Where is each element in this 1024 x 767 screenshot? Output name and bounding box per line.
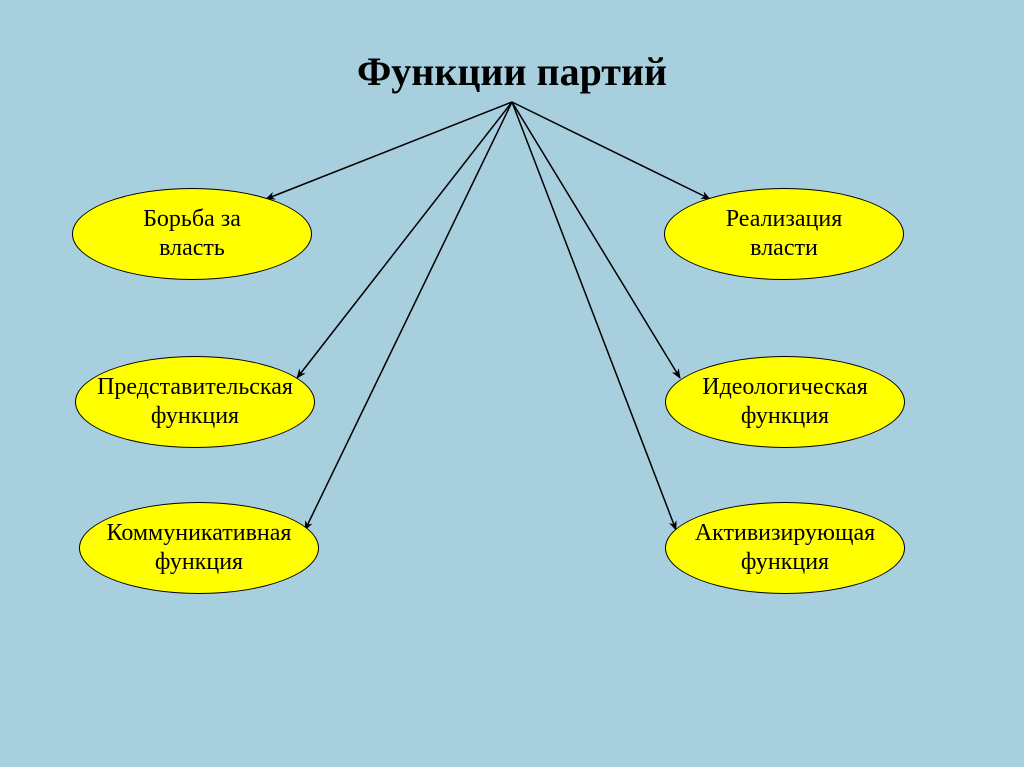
- node-label: Идеологическаяфункция: [702, 373, 868, 431]
- node-n3: Коммуникативнаяфункция: [79, 502, 319, 594]
- node-n6: Активизирующаяфункция: [665, 502, 905, 594]
- edge-n6: [512, 102, 676, 530]
- edge-n2: [297, 102, 512, 378]
- edge-n1: [266, 102, 512, 199]
- node-label: Реализациявласти: [726, 205, 843, 263]
- edge-n4: [512, 102, 710, 199]
- diagram-title: Функции партий: [0, 48, 1024, 95]
- node-n1: Борьба завласть: [72, 188, 312, 280]
- node-label: Активизирующаяфункция: [695, 519, 875, 577]
- node-n2: Представительскаяфункция: [75, 356, 315, 448]
- edge-n5: [512, 102, 680, 378]
- node-n4: Реализациявласти: [664, 188, 904, 280]
- edge-n3: [305, 102, 512, 530]
- node-label: Борьба завласть: [143, 205, 241, 263]
- node-n5: Идеологическаяфункция: [665, 356, 905, 448]
- node-label: Коммуникативнаяфункция: [107, 519, 292, 577]
- node-label: Представительскаяфункция: [97, 373, 293, 431]
